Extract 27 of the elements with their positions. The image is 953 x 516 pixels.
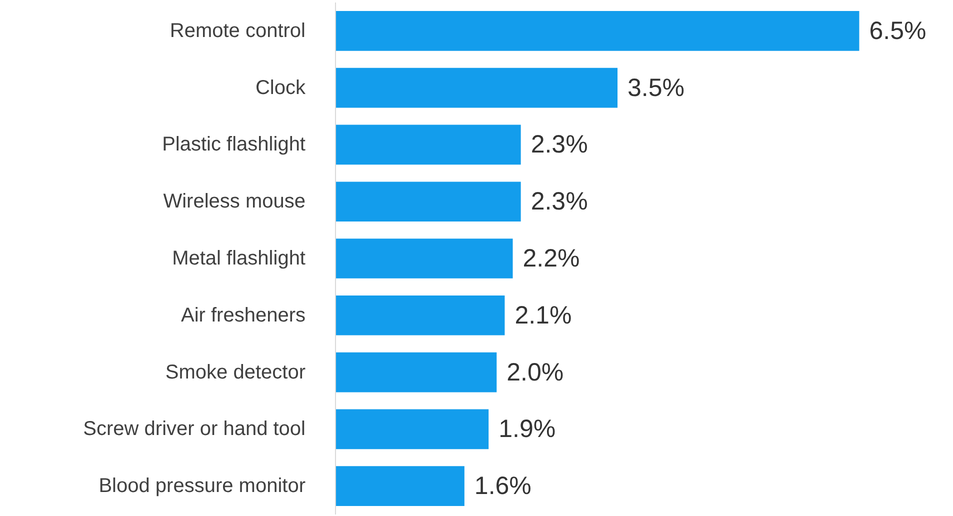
data-label: 1.6%: [474, 472, 532, 500]
y-tick-label: Wireless mouse: [163, 190, 306, 213]
data-label: 1.9%: [498, 415, 556, 444]
y-tick-label: Smoke detector: [165, 361, 306, 384]
data-label: 2.3%: [530, 188, 588, 216]
bar: [336, 124, 521, 165]
y-tick-label: Metal flashlight: [172, 248, 306, 270]
bar: [336, 409, 489, 450]
data-label: 2.2%: [522, 244, 580, 272]
bar: [336, 352, 497, 392]
y-tick-label: Remote control: [170, 20, 306, 42]
y-tick-label: Clock: [255, 76, 306, 99]
bar: [336, 238, 513, 278]
bar: [336, 68, 618, 108]
y-tick-label: Air fresheners: [181, 304, 306, 326]
data-label: 2.0%: [506, 358, 564, 386]
bar: [336, 182, 521, 222]
data-label: 2.3%: [530, 130, 588, 159]
data-label: 3.5%: [628, 74, 684, 102]
y-tick-label: Screw driver or hand tool: [83, 418, 306, 440]
data-label: 2.1%: [514, 301, 572, 330]
y-tick-label: Plastic flashlight: [162, 134, 306, 156]
bar: [336, 11, 860, 51]
y-tick-label: Blood pressure monitor: [98, 475, 306, 498]
data-label: 6.5%: [869, 16, 926, 45]
bar: [336, 295, 505, 336]
bar: [336, 466, 464, 506]
